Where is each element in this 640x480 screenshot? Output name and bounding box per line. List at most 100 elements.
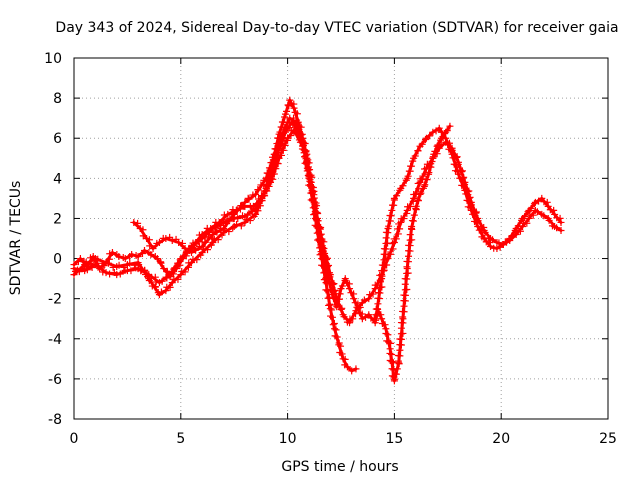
interpolated-marker: [388, 358, 396, 366]
data-point-marker: [437, 134, 445, 142]
data-point-marker: [115, 253, 123, 261]
interpolated-marker: [360, 296, 368, 304]
interpolated-marker: [295, 125, 303, 133]
interpolated-marker: [337, 305, 345, 313]
interpolated-marker: [202, 228, 210, 236]
data-point-marker: [168, 237, 176, 245]
data-point-marker: [318, 255, 326, 263]
interpolated-marker: [458, 168, 466, 176]
interpolated-marker: [244, 211, 252, 219]
interpolated-marker: [126, 259, 134, 267]
data-point-marker: [102, 259, 110, 267]
y-tick-label: -4: [48, 332, 62, 348]
data-point-marker: [207, 224, 215, 232]
interpolated-marker: [387, 250, 395, 258]
interpolated-marker: [332, 293, 340, 301]
data-point-marker: [326, 305, 334, 313]
series-track-d: [373, 122, 454, 385]
interpolated-marker: [429, 153, 437, 161]
interpolated-marker: [134, 219, 142, 227]
interpolated-marker: [412, 202, 420, 210]
interpolated-marker: [394, 351, 402, 359]
interpolated-marker: [384, 331, 392, 339]
interpolated-marker: [388, 351, 396, 359]
interpolated-marker: [374, 281, 382, 289]
interpolated-marker: [414, 197, 422, 205]
interpolated-marker: [254, 207, 262, 215]
interpolated-marker: [320, 269, 328, 277]
data-point-marker: [70, 261, 78, 269]
interpolated-marker: [434, 141, 442, 149]
x-axis-label: GPS time / hours: [281, 459, 398, 475]
interpolated-marker: [281, 123, 289, 131]
interpolated-marker: [356, 303, 364, 311]
data-point-marker: [352, 307, 360, 315]
interpolated-marker: [464, 188, 472, 196]
interpolated-marker: [162, 273, 170, 281]
interpolated-marker: [556, 214, 564, 222]
data-point-marker: [335, 341, 343, 349]
interpolated-marker: [246, 217, 254, 225]
interpolated-marker: [329, 281, 337, 289]
interpolated-marker: [305, 181, 313, 189]
interpolated-marker: [381, 321, 389, 329]
data-point-marker: [155, 239, 163, 247]
interpolated-marker: [375, 289, 383, 297]
interpolated-marker: [229, 224, 237, 232]
data-point-marker: [215, 218, 223, 226]
interpolated-marker: [403, 257, 411, 265]
interpolated-marker: [303, 167, 311, 175]
interpolated-marker: [328, 313, 336, 321]
interpolated-marker: [405, 167, 413, 175]
interpolated-marker: [550, 206, 558, 214]
interpolated-marker: [263, 169, 271, 177]
interpolated-marker: [428, 157, 436, 165]
series-track-c: [130, 114, 360, 375]
data-point-marker: [113, 271, 121, 279]
interpolated-marker: [213, 228, 221, 236]
data-point-marker: [487, 243, 495, 251]
interpolated-marker: [245, 195, 253, 203]
interpolated-marker: [324, 294, 332, 302]
data-point-marker: [252, 190, 260, 198]
data-point-marker: [262, 174, 270, 182]
interpolated-marker: [333, 333, 341, 341]
interpolated-marker: [312, 215, 320, 223]
interpolated-marker: [382, 228, 390, 236]
interpolated-marker: [290, 114, 298, 122]
data-point-marker: [271, 150, 279, 158]
interpolated-marker: [109, 263, 117, 271]
interpolated-marker: [313, 222, 321, 230]
data-point-marker: [108, 249, 116, 257]
interpolated-marker: [425, 169, 433, 177]
axis-ticks: [73, 57, 609, 420]
data-point-marker: [531, 198, 539, 206]
series-track-e: [70, 126, 311, 281]
x-tick-label: 15: [385, 431, 403, 447]
interpolated-marker: [279, 133, 287, 141]
interpolated-marker: [419, 175, 427, 183]
interpolated-marker: [284, 101, 292, 109]
interpolated-marker: [377, 311, 385, 319]
data-series: [70, 96, 565, 385]
interpolated-marker: [393, 365, 401, 373]
data-point-marker: [187, 259, 195, 267]
data-point-marker: [83, 263, 91, 271]
data-point-marker: [70, 271, 78, 279]
x-tick-label: 5: [176, 431, 185, 447]
interpolated-marker: [444, 141, 452, 149]
interpolated-marker: [80, 258, 88, 266]
interpolated-marker: [385, 217, 393, 225]
data-point-marker: [331, 325, 339, 333]
data-point-marker: [153, 255, 161, 263]
data-point-marker: [162, 287, 170, 295]
interpolated-marker: [474, 217, 482, 225]
interpolated-marker: [386, 349, 394, 357]
interpolated-marker: [229, 215, 237, 223]
data-point-marker: [209, 239, 217, 247]
interpolated-marker: [405, 241, 413, 249]
interpolated-marker: [553, 224, 561, 232]
interpolated-marker: [325, 262, 333, 270]
interpolated-marker: [392, 235, 400, 243]
interpolated-marker: [411, 152, 419, 160]
